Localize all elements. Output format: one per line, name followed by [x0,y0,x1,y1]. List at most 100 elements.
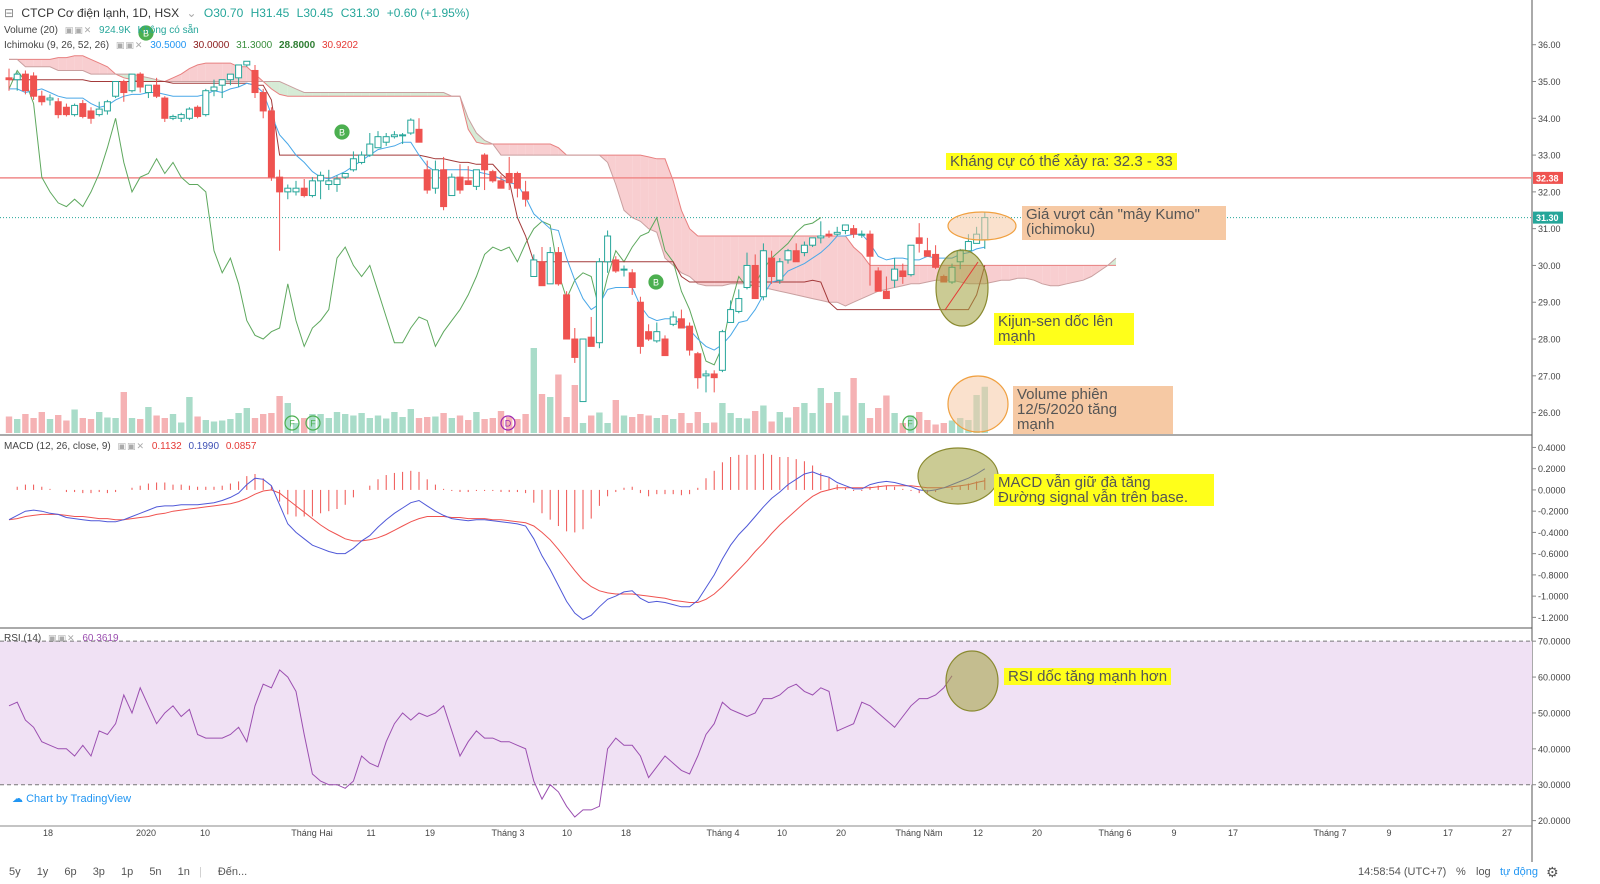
kumo-cloud-segment [517,144,526,156]
ichimoku-value-4: 28.8000 [279,40,316,51]
gear-icon[interactable]: ⚙ [1546,864,1559,880]
volume-bar [79,418,86,433]
volume-bar [473,412,480,433]
annotation-kijun-line2: mạnh [998,328,1036,345]
candle-body [21,73,29,92]
goto-date-button[interactable]: Đến... [217,866,248,878]
volume-bar [46,419,54,433]
kumo-cloud-segment [1075,265,1084,283]
volume-bar [55,415,62,433]
volume-bar [268,413,275,433]
candle-body [497,180,505,189]
range-1d[interactable]: 1n [177,866,190,878]
candle-body [169,115,177,119]
symbol-title[interactable]: CTCP Cơ điện lạnh, 1D, HSX [21,6,180,20]
candle-body [923,250,931,257]
time-axis-label: 12 [973,828,983,838]
candle-body [702,373,710,377]
ichimoku-label[interactable]: Ichimoku (9, 26, 52, 26) [4,40,110,51]
candle-body [194,106,202,117]
range-6m[interactable]: 6p [64,866,77,878]
price-axis-label: 30.00 [1538,261,1561,271]
rsi-label[interactable]: RSI (14) [4,633,42,644]
candle-body [579,338,587,403]
volume-bar [604,423,611,433]
range-1y[interactable]: 1y [36,866,49,878]
legend-settings-icon[interactable]: ▣▣✕ [117,441,146,451]
chart-header: ⊟ CTCP Cơ điện lạnh, 1D, HSX ⌄ O30.70 H3… [4,6,473,20]
legend-settings-icon[interactable]: ▣▣✕ [115,40,144,50]
tradingview-watermark[interactable]: ☁ Chart by TradingView [12,792,131,805]
candle-body [874,270,882,292]
macd-axis-label: -0.6000 [1538,549,1569,559]
kumo-cloud-segment [533,144,542,156]
macd-axis-label: -0.2000 [1538,507,1569,517]
range-3m[interactable]: 3p [92,866,105,878]
kumo-cloud-segment [730,236,739,284]
event-marker-d [500,415,516,431]
candle-body [202,90,210,116]
candle-body [226,73,234,81]
macd-axis-label: -0.8000 [1538,570,1569,580]
price-axis-label: 33.00 [1538,151,1561,161]
time-axis-label: 27 [1502,828,1512,838]
event-marker-label: B [143,29,149,39]
kumo-cloud-segment [320,92,329,97]
volume-bar [858,403,865,433]
candle-body [62,106,70,116]
macd-axis-label: -1.2000 [1538,613,1569,623]
volume-bar [538,394,546,433]
kumo-cloud-segment [312,92,321,97]
rsi-highlight [945,650,999,712]
rsi-value: 60.3619 [82,633,119,644]
collapse-icon[interactable]: ⊟ [4,6,15,20]
volume-bar [415,418,423,433]
range-5y[interactable]: 5y [9,866,21,878]
log-toggle[interactable]: log [1476,866,1491,878]
range-1m[interactable]: 1p [121,866,134,878]
candle-body [776,261,784,281]
watermark-text: Chart by TradingView [26,793,132,805]
volume-bar [653,418,660,433]
range-5d[interactable]: 5n [149,866,162,878]
volume-bar [702,423,710,433]
annotation-resistance: Kháng cự có thể xảy ra: 32.3 - 33 [946,153,1177,170]
macd-value-macd: 0.1990 [188,441,220,452]
kumo-cloud-segment [369,92,378,97]
ichimoku-value-1: 30.5000 [150,40,187,51]
price-tag-bg [1533,211,1563,224]
auto-scale-toggle[interactable]: tự động [1500,866,1538,878]
kumo-cloud-segment [205,63,214,82]
candle-body [284,187,292,193]
macd-legend: MACD (12, 26, close, 9) ▣▣✕ 0.1132 0.199… [4,441,260,452]
volume-bar [719,403,726,433]
legend-settings-icon[interactable]: ▣▣✕ [64,25,93,35]
clock[interactable]: 14:58:54 (UTC+7) [1358,866,1447,878]
kumo-cloud-segment [624,155,633,218]
volume-bar [243,408,250,433]
volume-bar [834,392,841,433]
annotation-macd-line2: Đường signal vẫn trên base. [998,489,1188,506]
candle-body [866,233,874,257]
macd-label[interactable]: MACD (12, 26, close, 9) [4,441,111,452]
volume-bar [350,415,357,433]
candle-body [792,250,800,263]
kumo-cloud-segment [1083,265,1092,281]
volume-label[interactable]: Volume (20) [4,25,58,36]
candle-body [694,353,702,379]
chevron-down-icon[interactable]: ⌄ [186,6,197,20]
volume-extra: Không có sẵn [137,25,199,36]
kumo-cloud-segment [181,68,190,82]
kumo-cloud-segment [525,144,534,156]
legend-settings-icon[interactable]: ▣▣✕ [48,633,76,643]
volume-value: 924.9K [99,25,131,36]
candle-body [431,169,439,189]
event-marker-f [284,415,300,431]
candle-body [210,86,218,92]
volume-bar [637,414,644,433]
percent-toggle[interactable]: % [1456,866,1466,878]
volume-bar [768,421,775,433]
candle-body [489,171,497,182]
kumo-cloud-segment [665,158,674,266]
